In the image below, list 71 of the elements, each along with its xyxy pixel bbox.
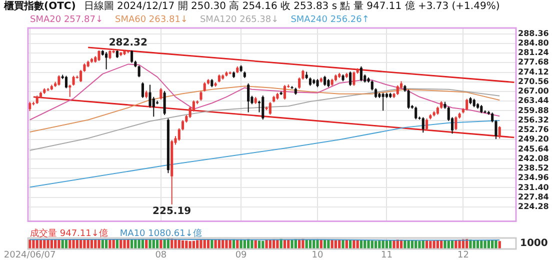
text: SMA60 263.81↓ — [114, 15, 188, 25]
y-tick-label: 277.68 — [518, 58, 550, 67]
chart-subtitle: 日線圖 2024/12/17 開 250.30 高 254.16 收 253.83 s 點 量 947.11 億 +3.73 (+1.49%) — [84, 1, 500, 12]
x-tick-label: 2024/06/07 — [4, 250, 56, 260]
y-tick-label: 270.56 — [518, 76, 550, 86]
y-tick-label: 252.76 — [518, 125, 550, 134]
chart-title: 櫃買指數(OTC) — [4, 1, 76, 12]
candlestick — [374, 88, 378, 98]
candlestick — [141, 82, 144, 98]
candlestick — [152, 96, 155, 118]
candlestick — [58, 74, 60, 86]
y-tick-label: 249.20 — [518, 134, 550, 144]
y-tick-label: 274.12 — [518, 67, 549, 76]
y-tick-label: 267.00 — [518, 86, 550, 96]
y-tick-label: 234.96 — [518, 173, 550, 182]
candlestick — [68, 84, 72, 98]
text: 1000 — [520, 238, 548, 250]
candlestick — [163, 90, 166, 116]
y-tick-label: 227.84 — [518, 192, 550, 202]
candlestick — [426, 118, 428, 131]
candlestick — [178, 128, 180, 142]
candlestick — [182, 120, 184, 131]
x-tick-label: 09 — [235, 250, 248, 260]
candlestick — [262, 95, 264, 120]
candlestick — [324, 75, 326, 86]
candlestick — [382, 92, 384, 112]
candlestick — [498, 126, 501, 140]
text: SMA20 257.87↓ — [30, 15, 103, 25]
candlestick — [138, 65, 140, 78]
candlestick — [466, 98, 468, 111]
candlestick — [352, 71, 356, 86]
x-tick-label: 12 — [457, 250, 469, 260]
y-tick-label: 259.88 — [518, 106, 550, 115]
y-tick-label: 242.08 — [518, 154, 550, 163]
candlestick — [407, 89, 410, 110]
x-tick-label: 11 — [380, 250, 392, 260]
y-tick-label: 288.36 — [518, 28, 550, 38]
candlestick — [454, 116, 458, 131]
y-tick-label: 231.40 — [518, 182, 550, 192]
candlestick — [98, 50, 100, 62]
candlestick — [349, 71, 352, 86]
text: SMA120 265.38↓ — [200, 15, 279, 25]
candlestick — [130, 50, 134, 64]
series-label: MA10 1080.61↓億 — [120, 229, 202, 239]
x-tick-label: 08 — [155, 250, 167, 260]
candlestick — [64, 75, 68, 89]
candlestick — [105, 52, 108, 70]
y-tick-label: 245.64 — [518, 144, 550, 154]
y-tick-label: 224.28 — [518, 202, 550, 212]
candlestick — [360, 66, 362, 82]
candlestick — [283, 84, 286, 100]
x-tick-label: 10 — [312, 250, 324, 260]
candlestick — [160, 87, 162, 100]
candlestick — [203, 82, 206, 92]
candlestick — [268, 102, 272, 116]
candlestick — [370, 80, 374, 91]
candlestick — [396, 84, 399, 96]
annotation: 225.19 — [152, 206, 192, 218]
candlestick — [414, 106, 418, 120]
annotation: 282.32 — [108, 38, 148, 49]
y-tick-label: 256.32 — [518, 115, 549, 124]
candlestick — [247, 82, 250, 113]
text: SMA240 256.26↑ — [290, 15, 370, 25]
candlestick — [200, 90, 202, 102]
candlestick — [72, 75, 75, 86]
y-tick-label: 263.44 — [518, 96, 550, 106]
candlestick — [422, 116, 424, 134]
y-tick-label: 281.24 — [518, 48, 550, 58]
series-label: 成交量 947.11↓億 — [30, 229, 108, 239]
y-tick-label: 238.52 — [518, 164, 549, 173]
y-tick-label: 284.80 — [518, 38, 550, 48]
